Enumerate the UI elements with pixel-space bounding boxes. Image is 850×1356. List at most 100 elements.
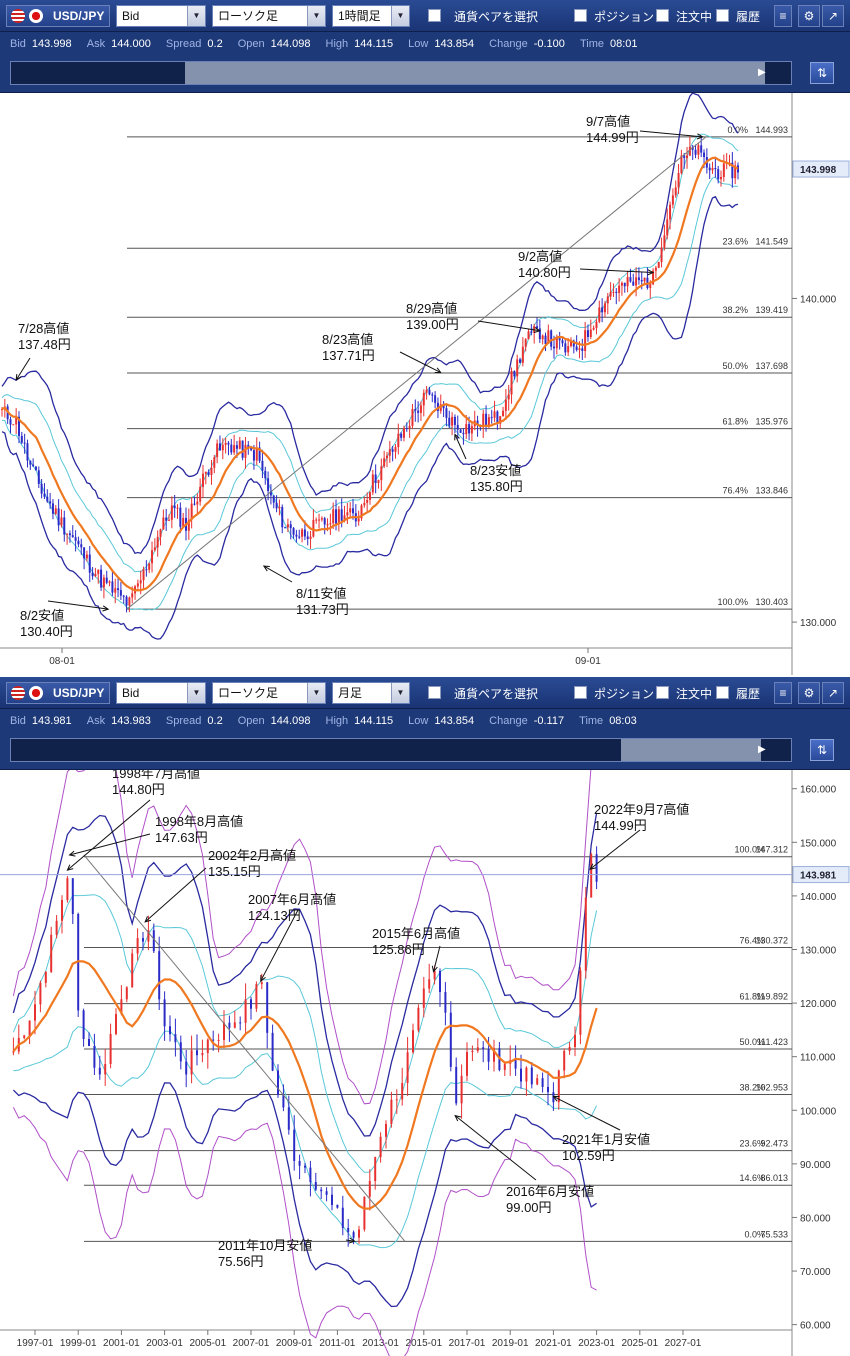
candle: [397, 423, 400, 455]
candle-body: [377, 480, 380, 484]
candle: [105, 570, 108, 585]
scroll-right-icon[interactable]: ▶: [758, 67, 766, 78]
menu-icon[interactable]: ≡: [774, 682, 792, 704]
menu-icon[interactable]: ≡: [774, 5, 792, 27]
candle: [100, 564, 103, 591]
currency-pair-button[interactable]: USD/JPY: [6, 5, 110, 27]
candle-body: [260, 982, 263, 985]
navigator-bar: ▶ ⇅: [0, 733, 850, 770]
candle: [142, 566, 145, 590]
candle-body: [23, 442, 26, 444]
candle-body: [343, 515, 346, 521]
candle: [111, 571, 114, 596]
candle-body: [590, 854, 593, 898]
popout-arrow-icon[interactable]: ↗: [822, 682, 844, 704]
candle-body: [303, 529, 306, 537]
japan-flag-icon: [29, 9, 43, 23]
candle: [156, 530, 159, 557]
candle-body: [217, 1039, 220, 1041]
candle-body: [298, 1160, 301, 1166]
candle: [654, 265, 657, 279]
candle: [341, 1195, 344, 1236]
candle-body: [287, 1107, 290, 1130]
popout-arrow-icon[interactable]: ↗: [822, 5, 844, 27]
candle: [60, 509, 63, 528]
orders-checkbox[interactable]: [656, 686, 669, 699]
history-checkbox[interactable]: [716, 686, 729, 699]
navigator-window[interactable]: [621, 739, 761, 761]
chart-type-select[interactable]: ローソク足 ▼: [212, 5, 326, 27]
scroll-right-icon[interactable]: ▶: [758, 744, 766, 755]
candle-body: [66, 878, 69, 901]
position-checkbox[interactable]: [574, 9, 587, 22]
zoom-toggle-icon[interactable]: ⇅: [810, 62, 834, 84]
candle-body: [433, 970, 436, 980]
timeframe-select[interactable]: 1時間足 ▼: [332, 5, 410, 27]
candle-body: [162, 517, 165, 530]
currency-pair-button[interactable]: USD/JPY: [6, 682, 110, 704]
candle: [496, 410, 499, 430]
candle: [12, 1037, 15, 1056]
candle-body: [128, 597, 131, 606]
candle: [293, 1115, 296, 1171]
history-checkbox[interactable]: [716, 9, 729, 22]
candle: [170, 496, 173, 529]
candle-body: [547, 1086, 549, 1093]
candle-body: [266, 982, 269, 1033]
candle: [162, 509, 165, 530]
candle: [470, 423, 473, 442]
gear-icon[interactable]: ⚙: [798, 682, 820, 704]
candle-body: [400, 433, 403, 438]
candle-body: [385, 1123, 387, 1137]
chart-type-select[interactable]: ローソク足 ▼: [212, 682, 326, 704]
annotation-title: 8/23安値: [470, 463, 521, 478]
candle-body: [309, 536, 312, 539]
timeframe-select[interactable]: 月足 ▼: [332, 682, 410, 704]
candle-body: [502, 410, 505, 417]
candle-body: [23, 1035, 26, 1038]
navigator-window[interactable]: [185, 62, 765, 84]
candle-body: [341, 1207, 344, 1228]
candle-body: [347, 1227, 350, 1233]
select-pair-checkbox[interactable]: [428, 9, 441, 22]
candle: [71, 525, 74, 538]
candle-body: [98, 1067, 101, 1075]
annotation-arrowhead: [262, 565, 270, 572]
candle-body: [278, 506, 281, 509]
candle-body: [91, 572, 94, 577]
price-type-select[interactable]: Bid ▼: [116, 5, 206, 27]
orders-checkbox[interactable]: [656, 9, 669, 22]
bid-value: 143.981: [31, 715, 72, 727]
candle-body: [555, 337, 558, 349]
candle-body: [357, 518, 360, 522]
candle: [51, 499, 54, 520]
position-checkbox[interactable]: [574, 686, 587, 699]
candle-body: [210, 467, 213, 476]
candle: [569, 337, 572, 348]
candle: [179, 1035, 182, 1070]
candle: [521, 337, 524, 367]
zoom-toggle-icon[interactable]: ⇅: [810, 739, 834, 761]
candle-body: [238, 440, 241, 449]
candle-body: [44, 971, 47, 983]
candle-body: [603, 303, 606, 313]
candle-body: [221, 444, 224, 451]
navigator-scrollbar[interactable]: ▶: [10, 738, 792, 762]
candle: [677, 164, 680, 194]
candle-body: [292, 528, 295, 535]
candle-body: [54, 508, 57, 514]
position-label: ポジション: [594, 10, 655, 24]
y-tick-label: 130.000: [800, 945, 837, 956]
navigator-scrollbar[interactable]: ▶: [10, 61, 792, 85]
candle-body: [451, 416, 454, 426]
gear-icon[interactable]: ⚙: [798, 5, 820, 27]
annotation-arrow: [263, 565, 293, 583]
candle: [173, 494, 176, 518]
annotation-arrowhead: [66, 864, 74, 871]
candle-body: [572, 340, 575, 347]
price-type-select[interactable]: Bid ▼: [116, 682, 206, 704]
candle-body: [227, 442, 230, 445]
select-pair-checkbox[interactable]: [428, 686, 441, 699]
candle-body: [417, 410, 420, 413]
candle: [536, 317, 539, 330]
